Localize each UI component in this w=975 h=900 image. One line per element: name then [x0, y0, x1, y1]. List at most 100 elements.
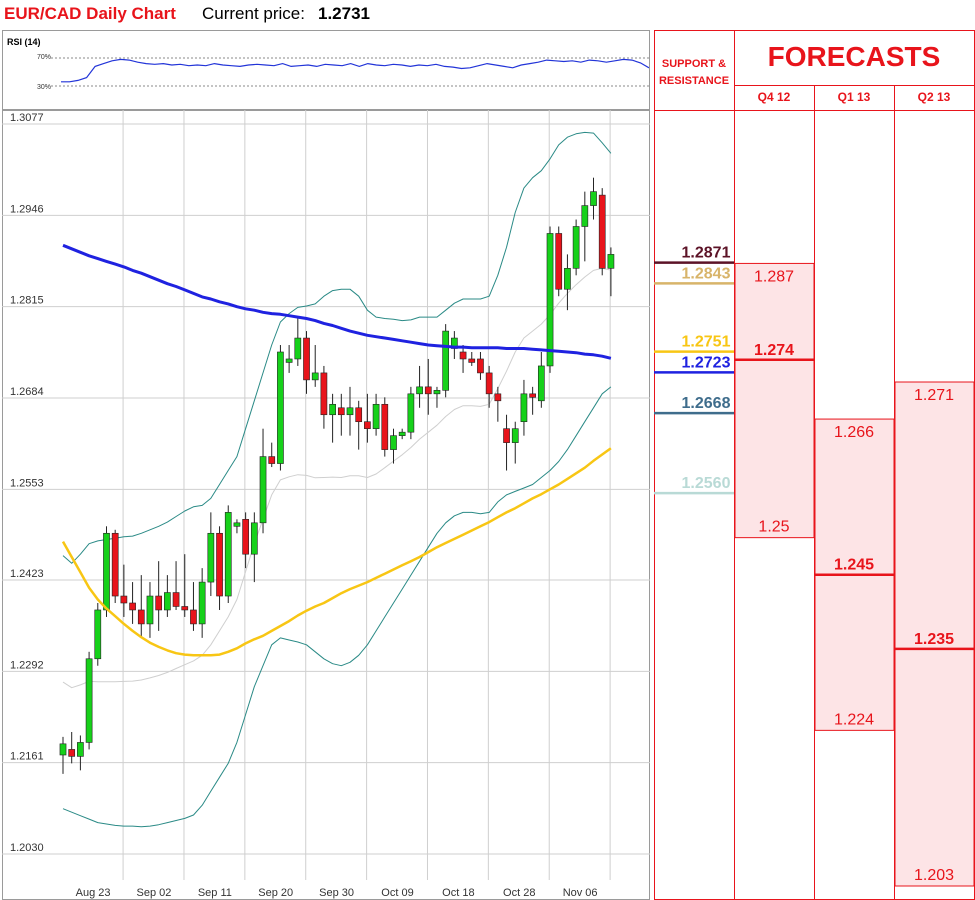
- candle-down: [172, 592, 180, 607]
- bollinger-lower-line: [62, 386, 612, 828]
- bollinger-upper-line: [62, 131, 612, 564]
- y-tick-label: 1.2684: [10, 386, 44, 398]
- forecast-high-label: 1.266: [834, 424, 874, 441]
- rsi-panel: RSI (14) 70% 30%: [2, 30, 650, 110]
- candle-up: [85, 658, 93, 743]
- candle-up: [94, 609, 102, 660]
- sr-level-label: 1.2668: [682, 395, 731, 412]
- x-tick-label: Sep 02: [137, 887, 172, 899]
- candle-up: [607, 254, 615, 269]
- candle-down: [111, 532, 119, 597]
- candle-down: [494, 393, 502, 402]
- forecasts-title: FORECASTS: [768, 41, 941, 72]
- candle-up: [390, 435, 397, 450]
- candle-down: [355, 407, 363, 423]
- candle-up: [564, 268, 571, 290]
- col-header-q4-12: Q4 12: [758, 90, 791, 104]
- candle-up: [146, 595, 154, 625]
- sr-level-label: 1.2560: [682, 475, 731, 492]
- forecast-high-label: 1.287: [754, 268, 794, 285]
- candle-up: [372, 403, 380, 429]
- candle-up: [164, 592, 171, 611]
- candle-up: [250, 522, 258, 555]
- candle-down: [242, 519, 249, 555]
- candle-up: [259, 456, 267, 524]
- rsi-30-label: 30%: [37, 84, 51, 91]
- price-chart: 1.3077 1.2946 1.2815 1.2684 1.2553 1.2423 1.22…: [2, 110, 650, 900]
- candle-down: [477, 358, 484, 374]
- candle-down: [137, 609, 145, 625]
- forecast-range-box: [894, 381, 975, 887]
- candle-down: [555, 233, 563, 290]
- y-tick-label: 1.2161: [10, 751, 44, 763]
- candle-down: [598, 194, 606, 269]
- sr-title-line1: SUPPORT &: [662, 58, 726, 70]
- plot-frame: [2, 110, 650, 900]
- candle-up: [346, 407, 354, 416]
- moving-average-long-line: [62, 243, 612, 360]
- rsi-70-label: 70%: [37, 54, 51, 61]
- y-tick-label: 1.2423: [10, 568, 44, 580]
- y-tick-label: 1.3077: [10, 112, 44, 124]
- candle-down: [424, 386, 432, 395]
- chart-title: EUR/CAD Daily Chart: [4, 4, 176, 23]
- candle-up: [207, 532, 215, 583]
- sr-level-label: 1.2723: [682, 354, 731, 371]
- candle-up: [537, 365, 545, 402]
- y-tick-label: 1.2553: [10, 477, 44, 489]
- forecast-mid-label: 1.274: [754, 342, 794, 359]
- candle-up: [581, 205, 589, 227]
- candle-up: [520, 393, 528, 423]
- y-tick-label: 1.2946: [10, 203, 44, 215]
- col-header-q2-13: Q2 13: [918, 90, 951, 104]
- candle-up: [329, 403, 336, 416]
- rsi-label: RSI (14): [7, 37, 41, 47]
- candle-up: [572, 226, 580, 269]
- x-tick-label: Sep 30: [319, 887, 354, 899]
- candle-up: [311, 372, 319, 381]
- candle-up: [416, 386, 423, 395]
- current-price-value: 1.2731: [318, 4, 370, 23]
- candle-down: [468, 358, 476, 363]
- candle-up: [233, 522, 241, 527]
- col-header-q1-13: Q1 13: [838, 90, 871, 104]
- x-tick-label: Sep 20: [258, 887, 293, 899]
- candle-down: [485, 372, 493, 395]
- candle-down: [303, 337, 310, 381]
- candle-down: [120, 595, 128, 604]
- candle-up: [77, 742, 84, 757]
- candle-up: [59, 743, 67, 756]
- forecast-panel: SUPPORT & RESISTANCE FORECASTS Q4 12 Q1 …: [654, 30, 975, 900]
- candle-up: [511, 428, 519, 443]
- x-tick-label: Oct 09: [381, 887, 413, 899]
- y-tick-label: 1.2030: [10, 842, 44, 854]
- candle-down: [381, 403, 389, 450]
- rsi-chart: RSI (14) 70% 30%: [7, 37, 649, 91]
- candle-down: [181, 606, 189, 611]
- candle-down: [129, 602, 136, 611]
- forecast-mid-label: 1.245: [834, 557, 874, 574]
- candle-down: [216, 532, 223, 597]
- sr-title-line2: RESISTANCE: [659, 75, 729, 87]
- forecast-table-svg: SUPPORT & RESISTANCE FORECASTS Q4 12 Q1 …: [654, 30, 975, 900]
- bollinger-middle-line: [62, 267, 612, 689]
- x-tick-label: Nov 06: [563, 887, 598, 899]
- candle-down: [503, 428, 510, 443]
- candle-up: [407, 393, 415, 433]
- candle-up: [442, 330, 450, 391]
- sr-level-label: 1.2871: [682, 245, 731, 262]
- candle-down: [68, 749, 76, 757]
- forecast-range-box: [734, 262, 815, 539]
- y-tick-label: 1.2292: [10, 659, 44, 671]
- candle-down: [268, 456, 276, 464]
- candle-up: [198, 581, 206, 625]
- candle-up: [546, 233, 554, 367]
- candle-up: [590, 191, 597, 206]
- candle-up: [294, 337, 302, 360]
- candle-up: [433, 390, 441, 395]
- candle-up: [103, 532, 110, 611]
- x-tick-label: Sep 11: [198, 887, 232, 899]
- forecast-low-label: 1.25: [758, 519, 789, 536]
- candle-up: [224, 512, 232, 597]
- y-tick-label: 1.2815: [10, 295, 44, 307]
